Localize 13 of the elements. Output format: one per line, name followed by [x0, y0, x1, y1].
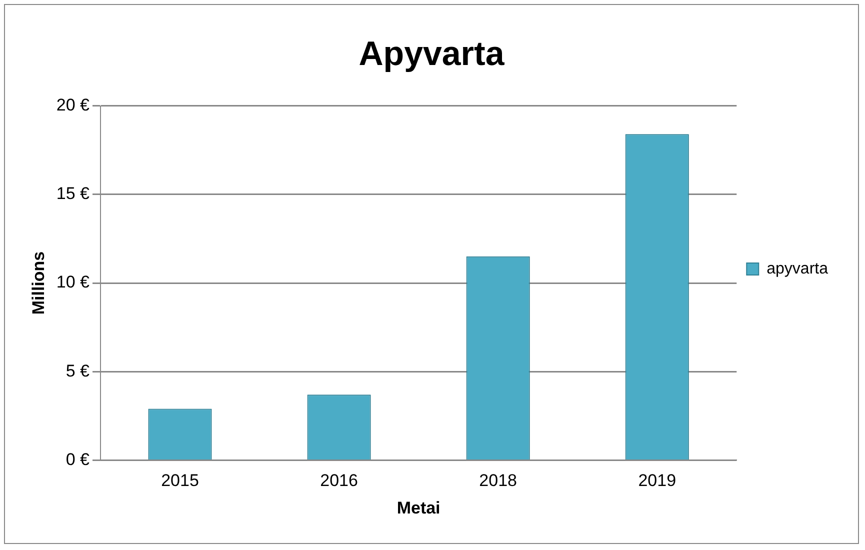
- x-tick-label: 2018: [479, 471, 517, 490]
- x-tick-label: 2016: [320, 471, 358, 490]
- y-tick-label: 5 €: [66, 361, 90, 380]
- x-tick-label: 2015: [161, 471, 199, 490]
- x-axis-title: Metai: [396, 498, 440, 518]
- y-tick-label: 10 €: [56, 272, 90, 292]
- chart-title: Apyvarta: [358, 34, 506, 73]
- x-tick-label: 2019: [638, 471, 676, 490]
- y-tick-label: 0 €: [66, 450, 90, 469]
- y-tick-label: 15 €: [56, 184, 90, 204]
- legend-label: apyvarta: [766, 260, 828, 278]
- y-axis-title: Millions: [28, 251, 48, 315]
- y-tick-label: 20 €: [56, 95, 90, 114]
